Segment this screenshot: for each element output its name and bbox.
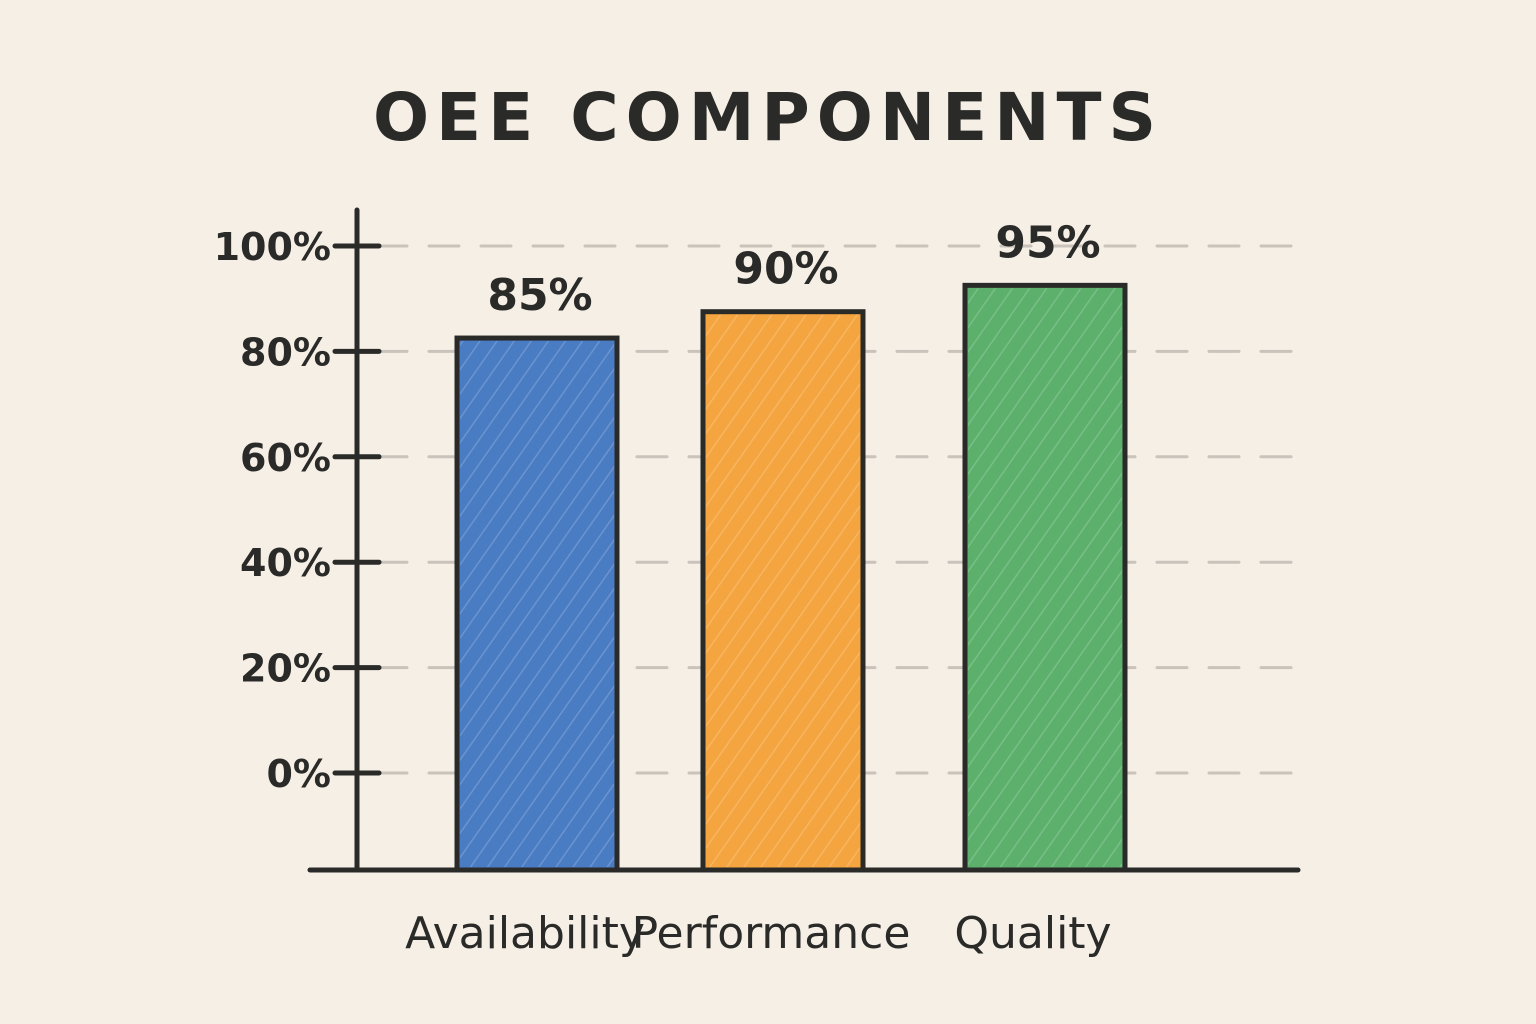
y-tick-label: 20% xyxy=(240,647,331,691)
y-tick-label: 40% xyxy=(240,541,331,585)
y-tick-label: 0% xyxy=(266,752,331,796)
x-tick-label: Availability xyxy=(405,908,645,959)
bar-texture xyxy=(968,288,1122,868)
y-tick-label: 100% xyxy=(214,225,331,269)
data-label: 95% xyxy=(995,217,1100,268)
bar-texture xyxy=(706,314,860,867)
x-tick-label: Quality xyxy=(954,908,1111,959)
bar-texture xyxy=(460,341,614,867)
y-tick-label: 60% xyxy=(240,436,331,480)
data-label: 90% xyxy=(733,244,838,295)
data-label: 85% xyxy=(487,270,592,321)
y-tick-label: 80% xyxy=(240,330,331,374)
bars xyxy=(454,282,1128,873)
x-tick-label: Performance xyxy=(632,908,911,959)
labels: 0% 20% 40% 60% 80% 100% 85% Availability 90% Perf… xyxy=(214,217,1112,959)
chart-title: OEE COMPONENTS xyxy=(373,79,1163,156)
